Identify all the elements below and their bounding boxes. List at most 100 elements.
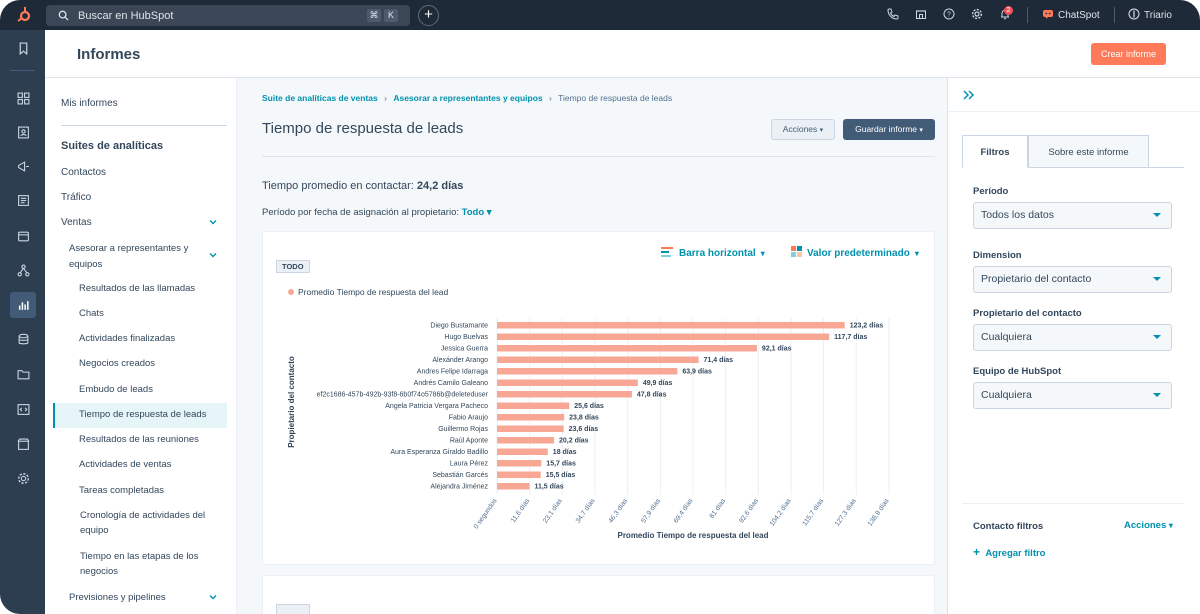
sales-chevron-down-icon[interactable] [208, 217, 218, 227]
bar [497, 460, 542, 467]
hubspot-logo-icon[interactable] [14, 5, 34, 25]
bookmarks-icon[interactable] [13, 38, 33, 58]
tick-label: 69,4 días [673, 497, 695, 524]
help-icon[interactable]: ? [942, 8, 956, 22]
nav-forecasts[interactable]: Previsiones y pipelines [69, 592, 166, 603]
bar [497, 483, 530, 490]
actions-label: Acciones [782, 124, 818, 134]
nav-item-lead-response-time[interactable]: Tiempo de respuesta de leads [79, 409, 207, 420]
chart-mode-label: Valor predeterminado [807, 247, 910, 259]
tab-filters[interactable]: Filtros [962, 135, 1028, 168]
advise-chevron-down-icon[interactable] [208, 250, 218, 260]
category-label: Sebastián Garcés [432, 472, 488, 479]
chatspot-button[interactable]: ChatSpot [1042, 8, 1100, 23]
dimension-filter-value: Propietario del contacto [981, 273, 1092, 285]
contact-filters-actions-button[interactable]: Acciones ▾ [1124, 520, 1173, 531]
nav-item-team-activity-timeline[interactable]: Cronología de actividades del equipo [80, 510, 206, 536]
chart-mode-dropdown[interactable]: Valor predeterminado ▾ [791, 246, 919, 260]
app-marketplace-icon[interactable] [13, 434, 33, 454]
bar [497, 471, 541, 478]
period-value-dropdown[interactable]: Todo ▾ [461, 207, 492, 218]
category-label: Angela Patricia Vergara Pacheco [385, 403, 488, 410]
nav-item-sales-activities[interactable]: Actividades de ventas [79, 459, 172, 470]
actions-dropdown-button[interactable]: Acciones ▾ [771, 119, 835, 140]
value-label: 123,2 días [850, 323, 884, 330]
bar [497, 368, 678, 375]
nav-item-deals-created[interactable]: Negocios creados [79, 358, 156, 369]
nav-item-lead-funnel[interactable]: Embudo de leads [79, 384, 153, 395]
category-label: Aura Esperanza Giraldo Badillo [390, 449, 488, 456]
y-axis-title: Propietario del contacto [287, 356, 296, 448]
value-label: 18 días [553, 449, 577, 456]
nav-contacts[interactable]: Contactos [61, 167, 107, 178]
panel-divider [948, 111, 1200, 112]
tick-label: 115,7 días [802, 497, 826, 527]
nav-item-time-in-deal-stages[interactable]: Tiempo en las etapas de los negocios [80, 551, 199, 577]
chart-type-dropdown[interactable]: Barra horizontal ▾ [661, 246, 765, 261]
bar [497, 448, 548, 455]
automation-icon[interactable] [13, 260, 33, 280]
bar [497, 322, 845, 329]
value-label: 23,6 días [569, 426, 599, 433]
data-database-icon[interactable] [13, 329, 33, 349]
marketplace-icon[interactable] [914, 8, 928, 22]
shortcut-key-k: K [384, 9, 398, 22]
bar [497, 391, 632, 398]
nav-advise-group[interactable]: Asesorar a representantes y equipos [69, 243, 189, 270]
value-label: 11,5 días [534, 484, 563, 491]
nav-sales[interactable]: Ventas [61, 217, 92, 228]
nav-item-completed-activities[interactable]: Actividades finalizadas [79, 333, 176, 344]
nav-suites-heading: Suites de analíticas [61, 140, 164, 152]
owner-filter-select[interactable]: Cualquiera [973, 324, 1172, 351]
breadcrumb-suite-link[interactable]: Suite de analíticas de ventas [262, 93, 378, 103]
nav-item-meeting-results[interactable]: Resultados de las reuniones [79, 434, 199, 445]
dashboard-grid-icon[interactable] [13, 88, 33, 108]
category-label: Fabio Araujo [449, 415, 488, 422]
add-filter-button[interactable]: + Agregar filtro [973, 545, 1046, 559]
save-report-button[interactable]: Guardar informe ▾ [843, 119, 935, 140]
search-placeholder: Buscar en HubSpot [78, 9, 174, 22]
breadcrumb: Suite de analíticas de ventas › Asesorar… [262, 93, 672, 103]
contacts-card-icon[interactable] [13, 122, 33, 142]
nav-item-call-results[interactable]: Resultados de las llamadas [79, 283, 196, 294]
topbar-divider [1114, 7, 1115, 23]
account-menu[interactable]: Triario [1128, 8, 1172, 23]
dimension-filter-select[interactable]: Propietario del contacto [973, 266, 1172, 293]
bar [497, 437, 555, 444]
tick-label: 127,3 días [834, 497, 858, 528]
date-range-tag: TODO [276, 260, 310, 273]
nav-item-tasks-completed[interactable]: Tareas completadas [79, 485, 165, 496]
development-code-icon[interactable] [13, 399, 33, 419]
page-header: Informes Crear informe [45, 30, 1200, 78]
settings-gear-icon[interactable] [970, 8, 984, 22]
bar [497, 379, 638, 386]
settings-icon[interactable] [13, 468, 33, 488]
quick-create-button[interactable]: + [418, 5, 439, 26]
period-filter-select[interactable]: Todos los datos [973, 202, 1172, 229]
library-folder-icon[interactable] [13, 364, 33, 384]
tab-about-report[interactable]: Sobre este informe [1028, 135, 1149, 168]
collapse-panel-icon[interactable] [962, 88, 976, 104]
caret-down-icon: ▾ [819, 127, 824, 134]
caret-down-icon [1153, 213, 1161, 217]
nav-my-reports[interactable]: Mis informes [61, 98, 118, 109]
nav-item-chats[interactable]: Chats [79, 308, 104, 319]
nav-traffic[interactable]: Tráfico [61, 192, 92, 203]
team-filter-select[interactable]: Cualquiera [973, 382, 1172, 409]
marketing-megaphone-icon[interactable] [13, 156, 33, 176]
tick-label: 138,9 días [867, 497, 891, 528]
x-axis-title: Promedio Tiempo de respuesta del lead [617, 531, 768, 540]
chatspot-icon [1042, 8, 1054, 23]
commerce-icon[interactable] [13, 226, 33, 246]
global-search-input[interactable]: Buscar en HubSpot ⌘ K [46, 5, 410, 26]
value-label: 92,1 días [762, 346, 792, 353]
bar [497, 402, 570, 409]
forecasts-chevron-down-icon[interactable] [208, 592, 218, 602]
reports-bar-chart-icon[interactable] [10, 292, 36, 318]
phone-icon[interactable] [886, 8, 900, 22]
caret-down-icon: ▾ [1168, 521, 1173, 530]
breadcrumb-advise-link[interactable]: Asesorar a representantes y equipos [393, 93, 543, 103]
create-report-button[interactable]: Crear informe [1091, 43, 1166, 65]
content-icon[interactable] [13, 190, 33, 210]
